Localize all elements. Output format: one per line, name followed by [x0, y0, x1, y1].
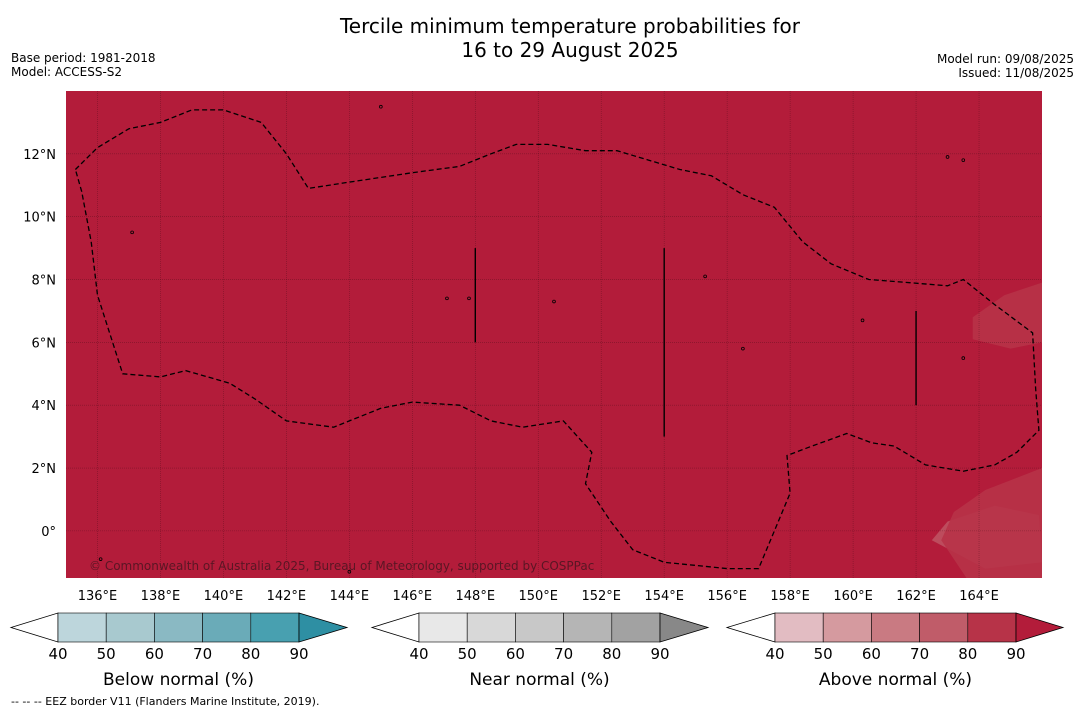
island-outline: [961, 356, 966, 360]
colorbar-tick-label: 80: [241, 645, 260, 663]
meta-right: Model run: 09/08/2025 Issued: 11/08/2025: [937, 52, 1074, 80]
lon-tick-label: 152°E: [581, 589, 621, 604]
island-outline: [98, 557, 103, 561]
island-outline: [347, 569, 352, 574]
lat-tick-label: 8°N: [32, 274, 57, 289]
footer-note: -- -- -- EEZ border V11 (Flanders Marine…: [11, 695, 320, 708]
colorbar-tick-label: 90: [289, 645, 308, 663]
colorbar-segment: [919, 612, 969, 643]
colorbar-title: Below normal (%): [103, 670, 254, 690]
island-outline: [961, 158, 966, 162]
title-line-1: Tercile minimum temperature probabilitie…: [339, 14, 801, 38]
colorbar-tick-label: 90: [1006, 645, 1025, 663]
colorbar-tick-label: 80: [958, 645, 977, 663]
colorbar-segment: [105, 612, 155, 643]
lon-tick-label: 148°E: [456, 589, 496, 604]
lon-tick-label: 144°E: [330, 589, 370, 604]
colorbar-tick-label: 70: [910, 645, 929, 663]
colorbar-arrow-right: [659, 612, 710, 643]
colorbar-arrow-right: [1015, 612, 1065, 643]
colorbar: 40 50 60 70 80 90 Above normal (%): [725, 612, 1065, 690]
lat-tick-label: 12°N: [23, 148, 56, 163]
copyright-note: © Commonwealth of Australia 2025, Bureau…: [89, 559, 594, 573]
title-line-2: 16 to 29 August 2025: [461, 38, 679, 62]
colorbar-title: Above normal (%): [819, 670, 972, 690]
colorbar-segment: [154, 612, 203, 643]
colorbar-arrow-left: [9, 612, 59, 643]
lon-tick-label: 146°E: [393, 589, 433, 604]
lon-tick-label: 162°E: [896, 589, 936, 604]
colorbar-arrow-left: [725, 612, 776, 643]
island-outline: [703, 274, 707, 279]
colorbar-tick-label: 60: [145, 645, 164, 663]
lon-tick-label: 140°E: [204, 589, 244, 604]
colorbar-segment: [774, 612, 824, 643]
lon-tick-label: 156°E: [707, 589, 747, 604]
colorbar-segment: [871, 612, 920, 643]
island-outline: [860, 318, 865, 323]
colorbar-segment: [967, 612, 1017, 643]
model-name: Model: ACCESS-S2: [11, 65, 123, 79]
meta-left: Base period: 1981-2018 Model: ACCESS-S2: [11, 51, 156, 79]
colorbar-arrow-right: [298, 612, 349, 643]
lon-tick-label: 138°E: [141, 589, 181, 604]
lat-tick-label: 10°N: [23, 211, 56, 226]
colorbar-tick-label: 70: [554, 645, 573, 663]
lon-tick-label: 160°E: [833, 589, 873, 604]
lat-tick-label: 0°: [41, 525, 56, 540]
colorbar: 40 50 60 70 80 90 Near normal (%): [370, 612, 710, 690]
colorbar-tick-label: 40: [409, 645, 428, 663]
lon-tick-label: 136°E: [78, 589, 118, 604]
colorbar-tick-label: 70: [193, 645, 212, 663]
model-run: Model run: 09/08/2025: [936, 52, 1074, 66]
colorbar-title: Near normal (%): [469, 670, 609, 690]
colorbar-tick-label: 40: [48, 645, 67, 663]
lat-tick-label: 6°N: [32, 336, 57, 351]
island-outline: [379, 104, 383, 109]
island-outline: [445, 296, 449, 301]
lower-probability-patch: [972, 282, 1042, 349]
colorbar-arrow-left: [370, 612, 420, 643]
lon-tick-label: 150°E: [518, 589, 558, 604]
colorbar-tick-label: 40: [765, 645, 784, 663]
colorbar-tick-label: 50: [814, 645, 833, 663]
colorbar-segment: [418, 612, 468, 643]
map-area: © Commonwealth of Australia 2025, Bureau…: [66, 91, 1042, 578]
lat-tick-label: 4°N: [32, 399, 57, 414]
colorbar-segment: [822, 612, 872, 643]
island-outline: [130, 230, 134, 235]
lon-tick-label: 154°E: [644, 589, 684, 604]
map-title: Tercile minimum temperature probabilitie…: [0, 14, 1085, 62]
colorbar-tick-label: 50: [97, 645, 116, 663]
lat-tick-label: 2°N: [32, 462, 57, 477]
colorbar-segment: [57, 612, 107, 643]
probability-field: [66, 91, 1042, 578]
lon-tick-label: 142°E: [267, 589, 307, 604]
island-outline: [552, 299, 556, 304]
issued-date: Issued: 11/08/2025: [958, 66, 1074, 80]
colorbar-tick-label: 50: [458, 645, 477, 663]
colorbar-tick-label: 80: [602, 645, 621, 663]
island-outline: [467, 296, 471, 301]
colorbar-tick-label: 60: [506, 645, 525, 663]
colorbar-segment: [250, 612, 300, 643]
island-outline: [945, 155, 950, 159]
colorbar-segment: [611, 612, 661, 643]
colorbar-segment: [563, 612, 613, 643]
colorbar: 40 50 60 70 80 90 Below normal (%): [9, 612, 349, 690]
colorbar-segment: [515, 612, 564, 643]
base-period: Base period: 1981-2018: [11, 51, 156, 65]
colorbar-segment: [202, 612, 252, 643]
island-outline: [741, 346, 745, 351]
lon-tick-label: 158°E: [770, 589, 810, 604]
colorbar-segment: [466, 612, 516, 643]
colorbar-tick-label: 60: [862, 645, 881, 663]
colorbars: 40 50 60 70 80 90 Below normal (%) 40 50 60 70 80 90…: [9, 612, 1065, 690]
eez-border: [74, 109, 1040, 570]
lon-tick-label: 164°E: [959, 589, 999, 604]
lower-probability-patch: [941, 468, 1042, 578]
colorbar-tick-label: 90: [650, 645, 669, 663]
axis-labels: 136°E 138°E 140°E 142°E 144°E 146°E 148°E 150°E…: [23, 148, 999, 604]
